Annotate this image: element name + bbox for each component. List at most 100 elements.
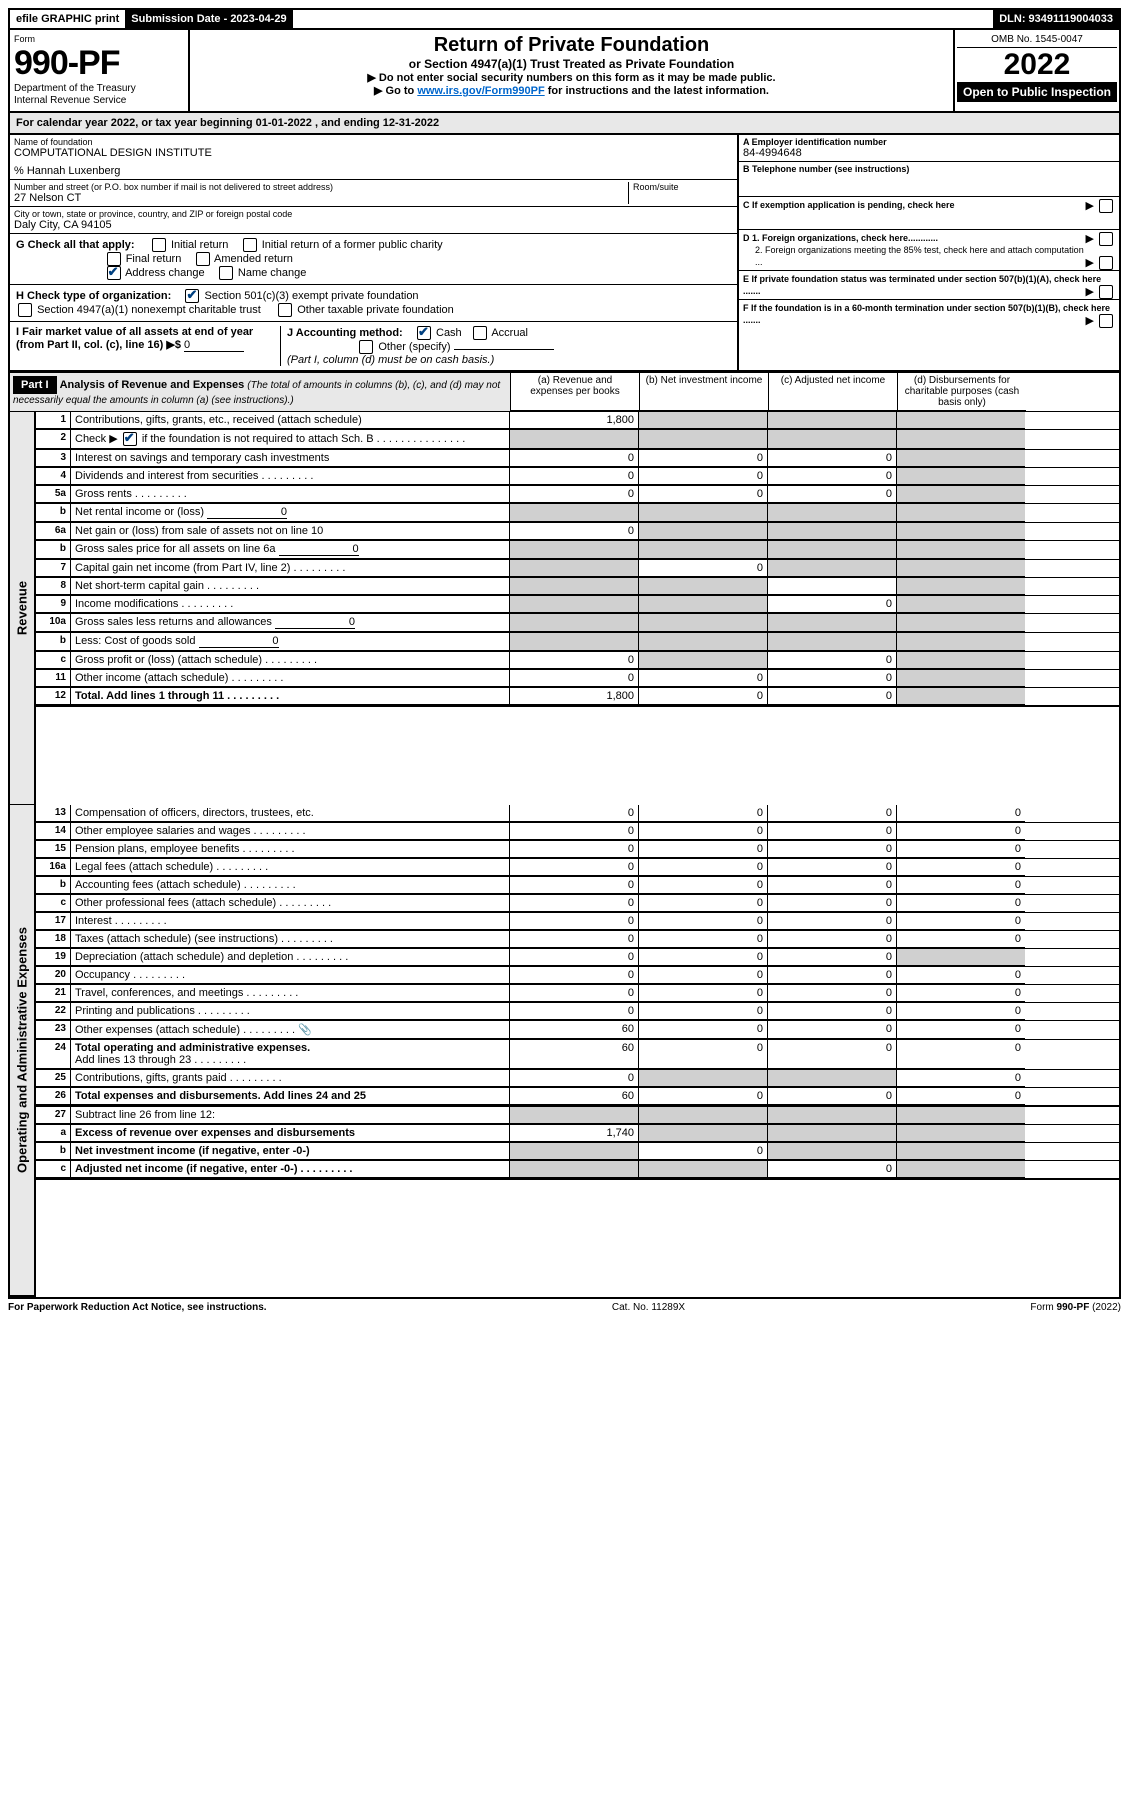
col-a-value: 0 [510,895,639,912]
col-a-value [510,430,639,449]
col-c-value [768,560,897,577]
col-d-value [897,412,1025,429]
table-row: 3 Interest on savings and temporary cash… [36,450,1119,468]
check-4947[interactable] [18,303,32,317]
row-number: a [36,1125,71,1142]
col-d-value [897,688,1025,705]
row-number: 7 [36,560,71,577]
col-c-value [768,1070,897,1087]
table-row: 10a Gross sales less returns and allowan… [36,614,1119,633]
row-description: Net rental income or (loss) 0 [71,504,510,522]
row-description: Income modifications . . . . . . . . . [71,596,510,613]
check-other-taxable[interactable] [278,303,292,317]
check-60-month[interactable] [1099,314,1113,328]
col-c-value [768,430,897,449]
row-number: c [36,1161,71,1178]
col-b-value: 0 [639,450,768,467]
col-a-value: 0 [510,670,639,687]
name-label: Name of foundation [14,137,733,147]
check-501c3[interactable] [185,289,199,303]
g-label: G Check all that apply: [16,239,135,251]
e-label: E If private foundation status was termi… [743,274,1101,296]
row-description: Gross sales price for all assets on line… [71,541,510,559]
check-exemption-pending[interactable] [1099,199,1113,213]
row-description: Total operating and administrative expen… [71,1040,510,1069]
table-row: 8 Net short-term capital gain . . . . . … [36,578,1119,596]
table-row: c Adjusted net income (if negative, ente… [36,1161,1119,1180]
dept-treasury: Department of the Treasury [14,83,184,95]
check-initial-return[interactable] [152,238,166,252]
col-a-value: 60 [510,1088,639,1105]
check-other-method[interactable] [359,340,373,354]
col-b-value: 0 [639,1143,768,1160]
col-d-value: 0 [897,1070,1025,1087]
col-c-value: 0 [768,895,897,912]
j-label: J Accounting method: [287,327,403,339]
footer-right: Form 990-PF (2022) [1030,1302,1121,1313]
attach-icon[interactable]: 📎 [298,1024,312,1036]
table-row: 1 Contributions, gifts, grants, etc., re… [36,412,1119,430]
form-title: Return of Private Foundation [194,34,949,57]
col-b-header: (b) Net investment income [640,373,769,411]
instruction-2-post: for instructions and the latest informat… [545,85,769,97]
form-number: 990-PF [14,44,184,83]
check-amended-return[interactable] [196,252,210,266]
page-footer: For Paperwork Reduction Act Notice, see … [8,1297,1121,1313]
row-number: b [36,504,71,522]
table-row: b Accounting fees (attach schedule) . . … [36,877,1119,895]
row-number: 6a [36,523,71,540]
col-b-value [639,596,768,613]
col-c-value: 0 [768,1040,897,1069]
check-initial-former[interactable] [243,238,257,252]
col-b-value [639,633,768,651]
col-b-value: 0 [639,688,768,705]
check-cash[interactable] [417,326,431,340]
table-row: 13 Compensation of officers, directors, … [36,805,1119,823]
instruction-1: ▶ Do not enter social security numbers o… [194,71,949,84]
row-description: Less: Cost of goods sold 0 [71,633,510,651]
row-description: Total. Add lines 1 through 11 . . . . . … [71,688,510,705]
row-number: 15 [36,841,71,858]
revenue-section: Revenue 1 Contributions, gifts, grants, … [8,412,1121,805]
col-a-value: 0 [510,985,639,1002]
col-b-value [639,504,768,522]
col-b-value [639,523,768,540]
row-description: Depreciation (attach schedule) and deple… [71,949,510,966]
check-address-change[interactable] [107,266,121,280]
form-link[interactable]: www.irs.gov/Form990PF [417,85,544,97]
col-c-value: 0 [768,1161,897,1178]
row-description: Gross rents . . . . . . . . . [71,486,510,503]
col-c-value [768,614,897,632]
check-foreign-org[interactable] [1099,232,1113,246]
check-85-test[interactable] [1099,256,1113,270]
col-a-value: 0 [510,823,639,840]
col-a-value: 0 [510,859,639,876]
table-row: 17 Interest . . . . . . . . . 0 0 0 0 [36,913,1119,931]
omb-number: OMB No. 1545-0047 [957,32,1117,48]
ein-label: A Employer identification number [743,137,1115,147]
table-row: b Gross sales price for all assets on li… [36,541,1119,560]
check-accrual[interactable] [473,326,487,340]
col-a-value [510,1161,639,1178]
row-number: 3 [36,450,71,467]
table-row: 27 Subtract line 26 from line 12: [36,1107,1119,1125]
row-description: Travel, conferences, and meetings . . . … [71,985,510,1002]
row-description: Excess of revenue over expenses and disb… [71,1125,510,1142]
col-a-value [510,596,639,613]
col-c-value [768,504,897,522]
col-c-value: 0 [768,486,897,503]
check-status-terminated[interactable] [1099,285,1113,299]
col-b-value [639,412,768,429]
revenue-label: Revenue [15,581,30,635]
check-name-change[interactable] [219,266,233,280]
row-number: b [36,633,71,651]
col-c-value [768,541,897,559]
row-description: Printing and publications . . . . . . . … [71,1003,510,1020]
col-b-value [639,430,768,449]
row-description: Other expenses (attach schedule) . . . .… [71,1021,510,1039]
table-row: 6a Net gain or (loss) from sale of asset… [36,523,1119,541]
row-description: Dividends and interest from securities .… [71,468,510,485]
col-d-value [897,560,1025,577]
col-a-value: 60 [510,1021,639,1039]
col-d-header: (d) Disbursements for charitable purpose… [898,373,1026,411]
